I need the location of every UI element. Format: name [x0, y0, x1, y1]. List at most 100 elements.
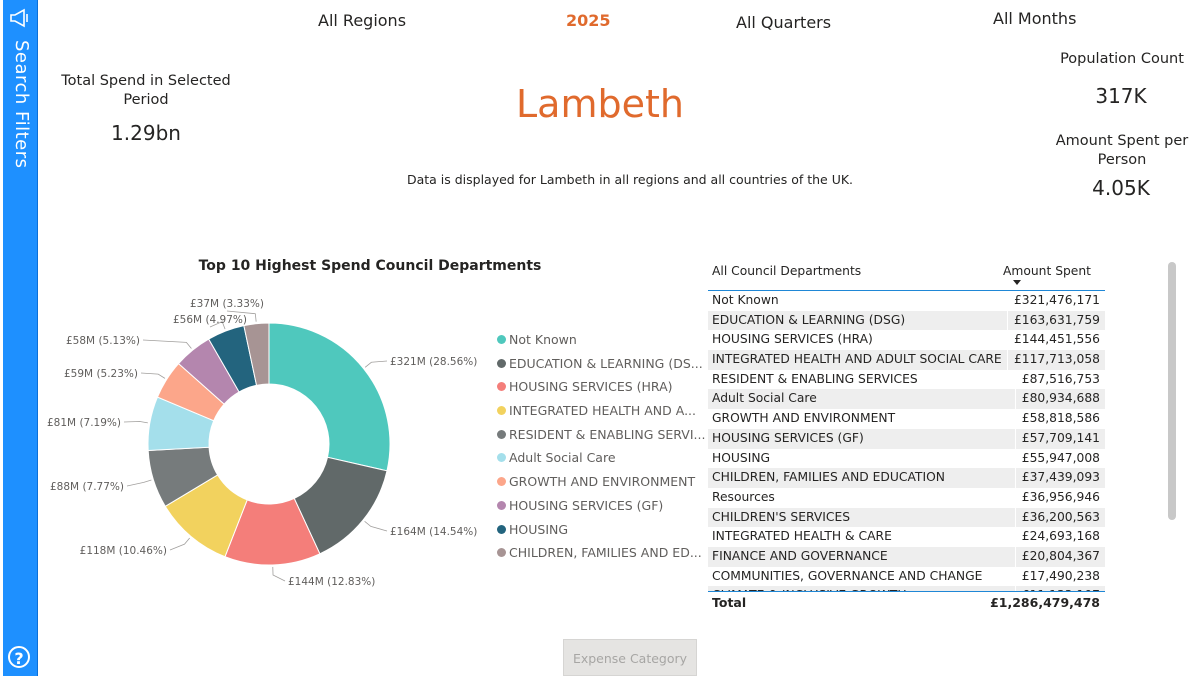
expense-category-button[interactable]: Expense Category — [563, 639, 697, 676]
row-department: HOUSING SERVICES (GF) — [712, 430, 864, 445]
row-department: COMMUNITIES, GOVERNANCE AND CHANGE — [712, 568, 983, 583]
table-row[interactable]: INTEGRATED HEALTH & CARE £24,693,168 — [708, 527, 1105, 547]
column-header-amount[interactable]: Amount Spent — [1002, 264, 1091, 278]
legend-label: GROWTH AND ENVIRONMENT — [509, 474, 696, 490]
per-person-value: 4.05K — [1092, 176, 1150, 200]
data-label-leader — [126, 479, 152, 487]
data-label: £59M (5.23%) — [64, 368, 138, 380]
row-amount: £144,451,556 — [1006, 330, 1100, 351]
row-department: HOUSING SERVICES (HRA) — [712, 332, 873, 347]
legend-label: EDUCATION & LEARNING (DS... — [509, 355, 703, 371]
data-label: £56M (4.97%) — [173, 314, 247, 326]
data-label: £81M (7.19%) — [47, 417, 121, 429]
row-amount: £36,200,563 — [1014, 507, 1100, 528]
row-amount: £11,133,107 — [1014, 586, 1100, 591]
table-row[interactable]: CHILDREN, FAMILIES AND EDUCATION £37,439,… — [708, 468, 1105, 488]
legend-item[interactable]: Not Known — [497, 330, 697, 350]
data-label-leader — [272, 566, 286, 582]
row-department: RESIDENT & ENABLING SERVICES — [712, 371, 918, 386]
row-department: Not Known — [712, 293, 779, 307]
row-amount: £163,631,759 — [1006, 310, 1100, 331]
donut-chart[interactable]: £321M (28.56%) £164M (14.54%) £144M (12.83… — [40, 280, 500, 610]
row-amount: £55,947,008 — [1014, 448, 1100, 469]
table-row[interactable]: FINANCE AND GOVERNANCE £20,804,367 — [708, 546, 1105, 567]
row-amount: £58,818,586 — [1014, 409, 1100, 429]
table-row[interactable]: COMMUNITIES, GOVERNANCE AND CHANGE £17,49… — [708, 566, 1105, 587]
table-row[interactable]: Resources £36,956,946 — [708, 487, 1105, 508]
data-label: £144M (12.83%) — [288, 576, 375, 588]
table-row[interactable]: HOUSING £55,947,008 — [708, 448, 1105, 469]
legend-swatch — [497, 429, 506, 439]
table-row[interactable]: INTEGRATED HEALTH AND ADULT SOCIAL CARE £… — [708, 350, 1105, 370]
legend-swatch — [497, 524, 506, 534]
departments-table[interactable]: All Council Departments Amount Spent Not… — [708, 258, 1105, 618]
region-slicer[interactable]: All Regions — [318, 11, 407, 30]
total-label: Total — [712, 595, 747, 610]
megaphone-icon[interactable] — [8, 6, 30, 30]
filter-pane[interactable] — [3, 0, 38, 676]
data-label-leader — [142, 339, 192, 349]
sort-descending-icon — [1013, 280, 1021, 285]
legend-item[interactable]: Adult Social Care — [497, 448, 697, 468]
row-amount: £80,934,688 — [1014, 389, 1100, 410]
row-department: HOUSING — [712, 450, 771, 465]
data-label-leader — [169, 537, 190, 551]
table-row[interactable]: Not Known £321,476,171 — [708, 291, 1105, 311]
donut-slice[interactable] — [268, 322, 391, 472]
table-row[interactable]: RESIDENT & ENABLING SERVICES £87,516,753 — [708, 369, 1105, 390]
data-label: £58M (5.13%) — [66, 335, 140, 347]
table-row[interactable]: EDUCATION & LEARNING (DSG) £163,631,759 — [708, 310, 1105, 331]
year-slicer[interactable]: 2025 — [566, 11, 611, 30]
row-department: FINANCE AND GOVERNANCE — [712, 548, 888, 563]
legend-item[interactable]: HOUSING — [497, 520, 697, 540]
data-label: £118M (10.46%) — [80, 545, 167, 557]
row-department: GROWTH AND ENVIRONMENT — [712, 411, 896, 426]
help-icon[interactable]: ? — [8, 646, 30, 668]
legend-label: HOUSING — [509, 521, 569, 537]
data-label: £164M (14.54%) — [390, 526, 477, 538]
table-row[interactable]: HOUSING SERVICES (HRA) £144,451,556 — [708, 330, 1105, 351]
chart-title: Top 10 Highest Spend Council Departments — [198, 258, 542, 274]
column-header-department[interactable]: All Council Departments — [712, 264, 862, 278]
legend-item[interactable]: HOUSING SERVICES (HRA) — [497, 377, 697, 397]
legend-item[interactable]: RESIDENT & ENABLING SERVI... — [497, 425, 705, 445]
legend-label: RESIDENT & ENABLING SERVI... — [509, 426, 706, 442]
table-row[interactable]: CHILDREN'S SERVICES £36,200,563 — [708, 507, 1105, 528]
data-label-leader — [364, 360, 388, 368]
row-department: CHILDREN, FAMILIES AND EDUCATION — [712, 470, 945, 485]
legend-swatch — [497, 406, 506, 416]
legend-label: HOUSING SERVICES (HRA) — [509, 379, 673, 395]
row-department: INTEGRATED HEALTH & CARE — [712, 529, 892, 544]
table-row[interactable]: Adult Social Care £80,934,688 — [708, 389, 1105, 410]
legend-item[interactable]: EDUCATION & LEARNING (DS... — [497, 354, 703, 374]
row-amount: £17,490,238 — [1014, 566, 1100, 587]
legend-swatch — [497, 335, 506, 344]
row-department: EDUCATION & LEARNING (DSG) — [712, 312, 906, 327]
legend-label: Not Known — [509, 332, 577, 347]
data-label-leader — [140, 372, 166, 379]
population-value: 317K — [1095, 84, 1147, 108]
month-slicer[interactable]: All Months — [993, 9, 1077, 28]
legend-item[interactable]: INTEGRATED HEALTH AND A... — [497, 401, 697, 421]
search-filters-label[interactable]: Search Filters — [11, 40, 32, 169]
row-department: Resources — [712, 489, 775, 504]
chart-legend: Not Known EDUCATION & LEARNING (DS... HOUS… — [497, 330, 705, 567]
quarter-slicer[interactable]: All Quarters — [736, 13, 832, 32]
table-row[interactable]: HOUSING SERVICES (GF) £57,709,141 — [708, 428, 1105, 449]
legend-label: HOUSING SERVICES (GF) — [509, 497, 664, 513]
row-amount: £57,709,141 — [1014, 428, 1100, 449]
population-label: Population Count — [1060, 51, 1184, 67]
table-header: All Council Departments Amount Spent — [708, 258, 1105, 291]
row-amount: £37,439,093 — [1014, 468, 1100, 488]
donut-slice[interactable] — [243, 322, 270, 386]
table-row[interactable]: GROWTH AND ENVIRONMENT £58,818,586 — [708, 409, 1105, 429]
row-department: CLIMATE & INCLUSIVE GROWTH — [712, 586, 907, 591]
data-label-leader — [209, 321, 226, 330]
table-body[interactable]: Not Known £321,476,171 EDUCATION & LEARNIN… — [708, 291, 1105, 591]
legend-item[interactable]: GROWTH AND ENVIRONMENT — [497, 472, 697, 492]
legend-item[interactable]: HOUSING SERVICES (GF) — [497, 496, 697, 516]
legend-swatch — [497, 500, 506, 510]
legend-item[interactable]: CHILDREN, FAMILIES AND ED... — [497, 543, 702, 563]
table-row[interactable]: CLIMATE & INCLUSIVE GROWTH £11,133,107 — [708, 586, 1105, 591]
table-scrollbar[interactable] — [1168, 262, 1176, 520]
